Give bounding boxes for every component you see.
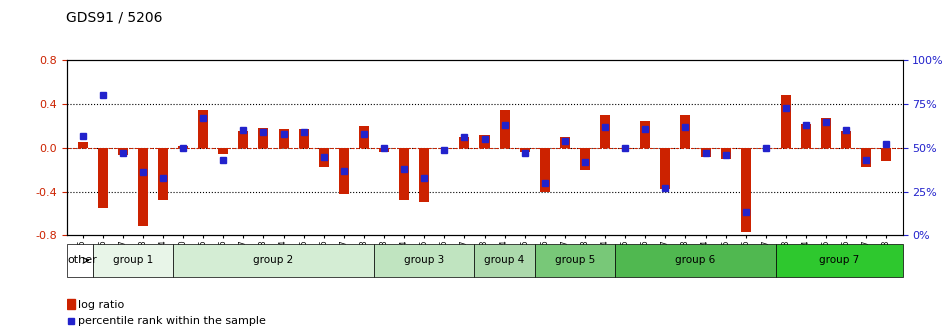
Bar bbox=[66, 299, 75, 309]
Bar bbox=[721, 148, 731, 159]
Bar bbox=[419, 148, 429, 202]
Bar bbox=[178, 146, 188, 148]
Text: group 4: group 4 bbox=[484, 255, 524, 265]
Bar bbox=[640, 121, 651, 148]
Text: group 2: group 2 bbox=[254, 255, 294, 265]
Bar bbox=[781, 95, 791, 148]
Bar bbox=[138, 148, 148, 226]
Text: group 5: group 5 bbox=[555, 255, 595, 265]
Bar bbox=[700, 148, 711, 157]
FancyBboxPatch shape bbox=[776, 244, 902, 277]
Bar bbox=[600, 115, 610, 148]
Text: group 3: group 3 bbox=[404, 255, 445, 265]
Bar bbox=[560, 137, 570, 148]
Text: GDS91 / 5206: GDS91 / 5206 bbox=[66, 10, 163, 24]
Bar bbox=[158, 148, 168, 200]
Bar bbox=[882, 148, 891, 161]
Bar bbox=[801, 124, 811, 148]
FancyBboxPatch shape bbox=[535, 244, 616, 277]
Bar bbox=[218, 148, 228, 154]
FancyBboxPatch shape bbox=[474, 244, 535, 277]
Text: other: other bbox=[67, 255, 97, 265]
Bar bbox=[278, 129, 289, 148]
FancyBboxPatch shape bbox=[66, 244, 93, 277]
Bar bbox=[339, 148, 349, 194]
Bar bbox=[862, 148, 871, 167]
Bar bbox=[258, 128, 269, 148]
Text: log ratio: log ratio bbox=[78, 300, 124, 310]
Bar bbox=[580, 148, 590, 170]
Bar bbox=[460, 137, 469, 148]
Bar bbox=[821, 118, 831, 148]
Bar bbox=[238, 131, 248, 148]
FancyBboxPatch shape bbox=[374, 244, 474, 277]
FancyBboxPatch shape bbox=[93, 244, 173, 277]
Bar bbox=[298, 129, 309, 148]
Bar bbox=[540, 148, 550, 192]
Text: group 1: group 1 bbox=[113, 255, 153, 265]
Bar bbox=[118, 148, 128, 156]
Text: group 7: group 7 bbox=[819, 255, 860, 265]
Bar bbox=[78, 142, 87, 148]
Bar bbox=[520, 148, 530, 152]
Bar bbox=[500, 110, 509, 148]
FancyBboxPatch shape bbox=[616, 244, 776, 277]
Bar bbox=[199, 110, 208, 148]
Bar bbox=[359, 126, 369, 148]
Bar bbox=[841, 131, 851, 148]
Bar bbox=[318, 148, 329, 167]
Bar bbox=[98, 148, 107, 208]
FancyBboxPatch shape bbox=[173, 244, 374, 277]
Text: group 6: group 6 bbox=[675, 255, 715, 265]
Bar bbox=[680, 115, 691, 148]
Bar bbox=[480, 135, 489, 148]
Bar bbox=[741, 148, 750, 232]
Text: percentile rank within the sample: percentile rank within the sample bbox=[78, 316, 266, 326]
Bar bbox=[660, 148, 671, 190]
Bar bbox=[379, 148, 389, 152]
Bar bbox=[399, 148, 409, 200]
